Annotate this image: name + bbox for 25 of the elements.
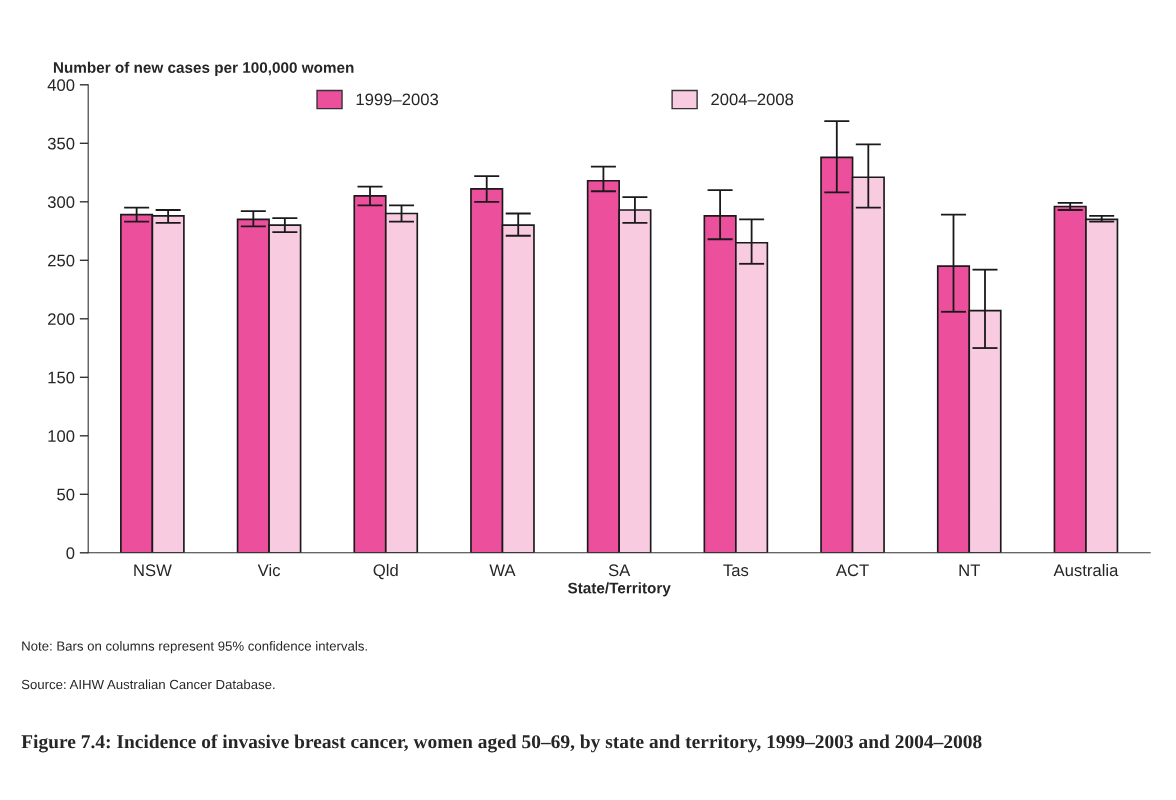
x-tick-label: SA [608,564,631,577]
text: Note: Bars on columns represent 95% confidence intervals. [22,641,367,654]
y-tick-label: 350 [47,137,75,150]
y-tick-label: 150 [48,371,75,384]
y-tick-label: 400 [47,79,75,91]
x-tick-label: ACT [835,564,869,577]
y-tick-label: 250 [48,254,75,267]
x-tick-label: NT [959,564,980,576]
y-tick-label: 50 [57,488,75,501]
x-tick-label: Tas [723,564,749,577]
y-tick-label: 0 [66,547,75,559]
source-note: Source: AIHW Australian Cancer Database. [21,679,275,690]
x-tick-label: NSW [134,564,172,577]
x-tick-label: Qld [373,563,398,580]
x-tick-label: WA [489,564,516,576]
y-tick-label: 100 [48,430,75,442]
x-axis-title: State/Territory [567,582,671,597]
legend-label: 1999–2003 [356,93,439,106]
legend-label: 2004–2008 [711,93,794,106]
y-axis-title: Number of new cases per 100,000 women [53,61,354,76]
x-tick-label: Vic [257,563,281,577]
y-tick-label: 300 [47,196,75,208]
x-tick-label: Australia [1053,563,1119,577]
text: Figure 7.4: Incidence of invasive breast cancer, women aged 50–69, by state and territory, 1999–2003 and 2004–2008 [21,734,982,753]
y-tick-label: 200 [48,313,75,325]
